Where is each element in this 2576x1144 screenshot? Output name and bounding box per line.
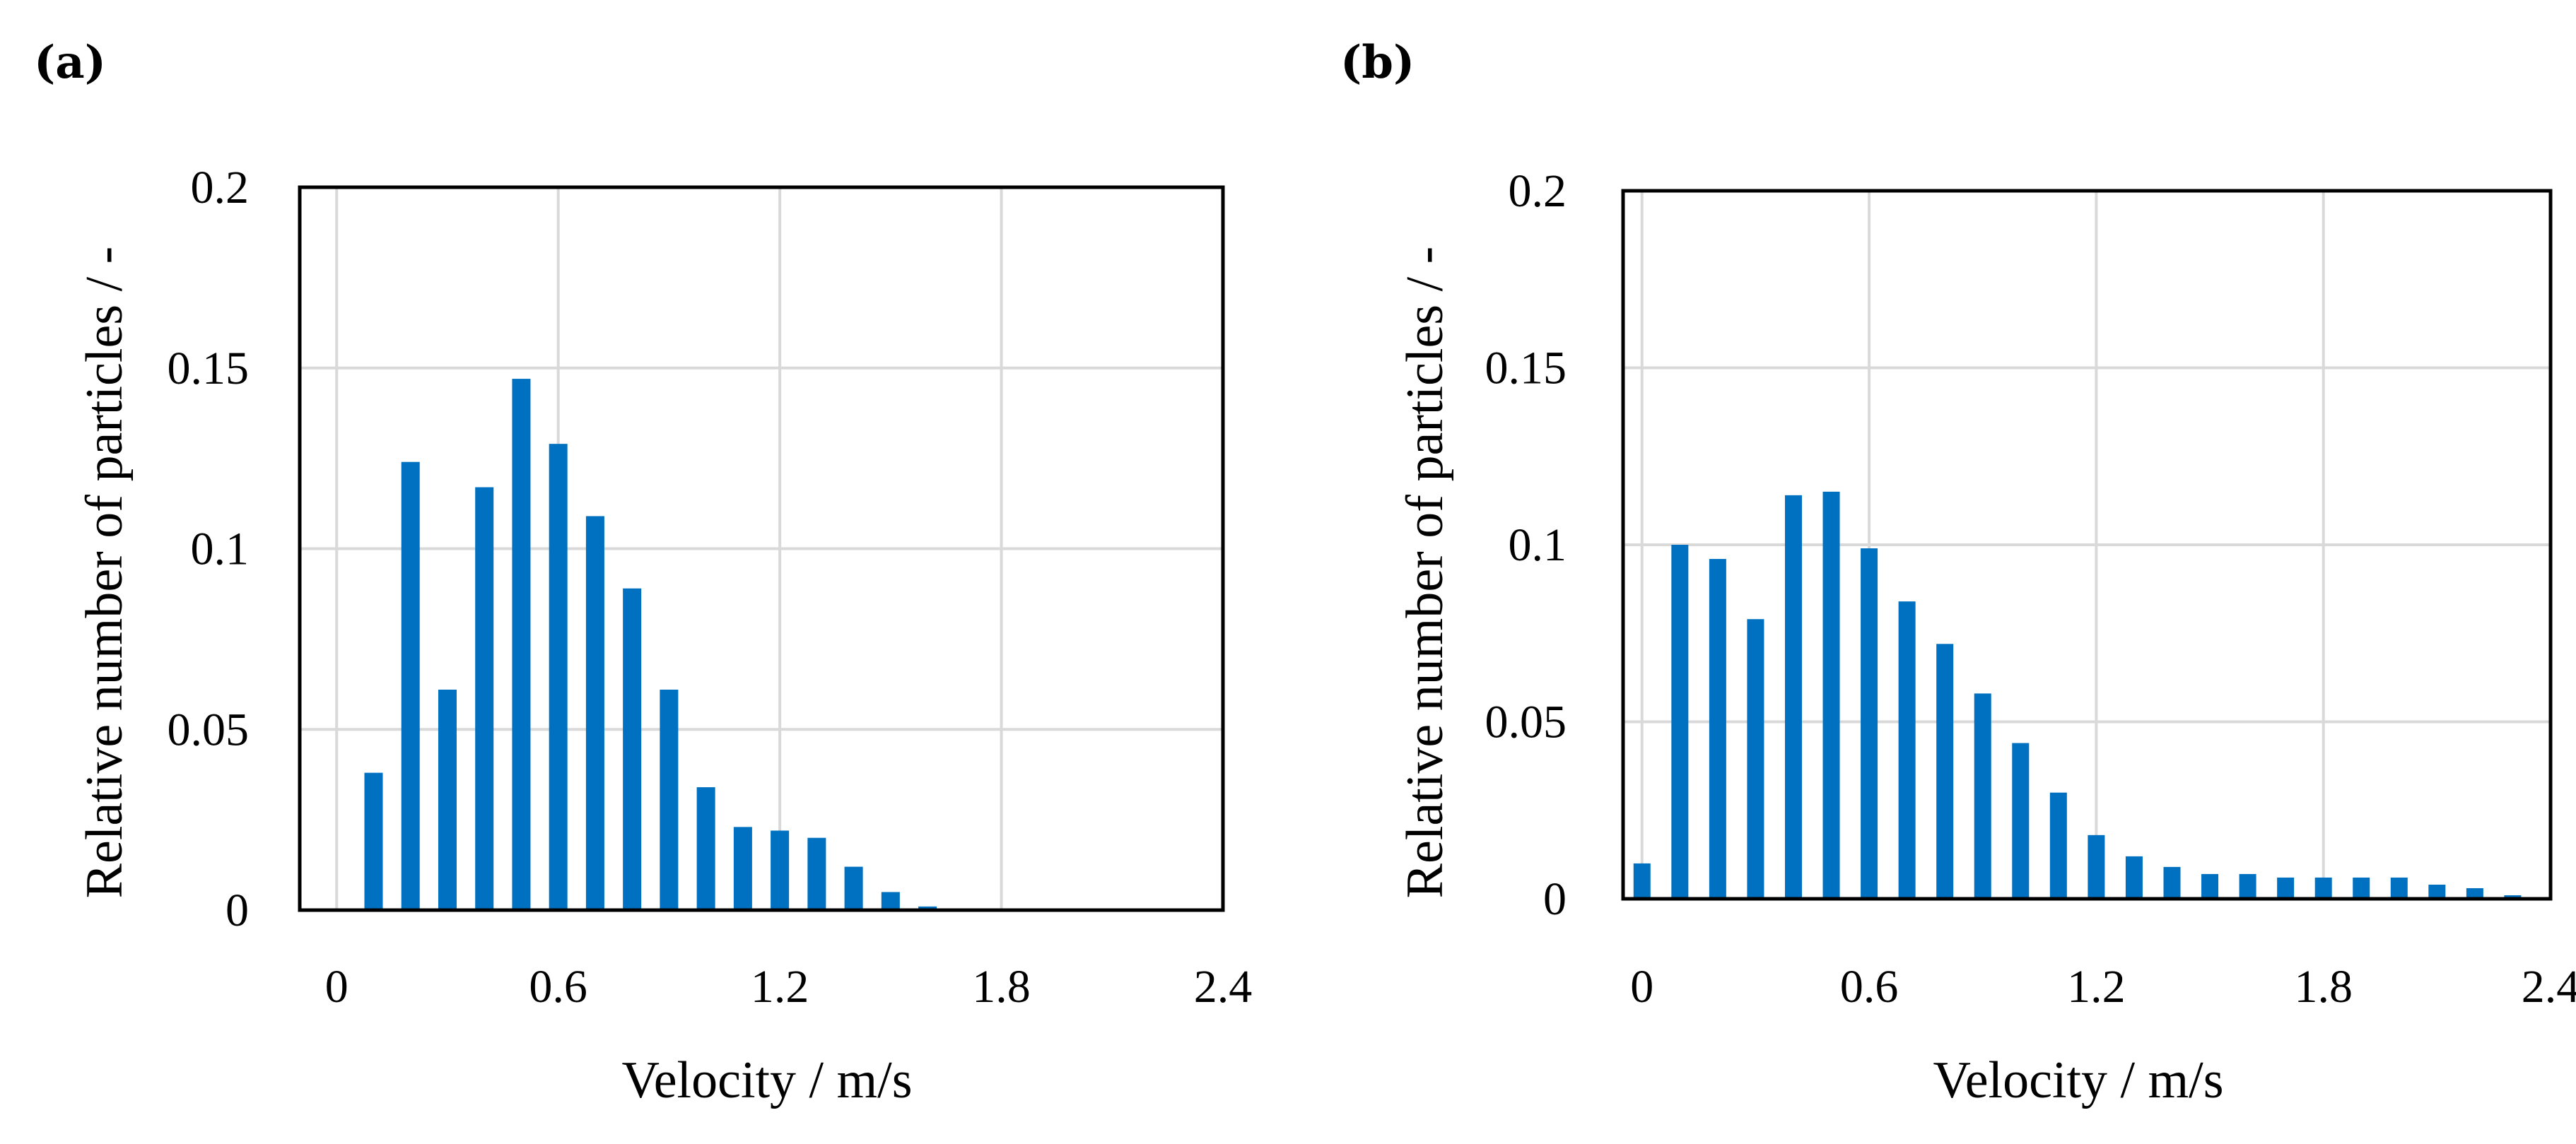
bar-b-0.1 <box>1671 545 1689 899</box>
y-axis-title-a: Relative number of particles / - <box>76 247 134 899</box>
y-tick-label: 0.2 <box>191 162 250 213</box>
bar-a-1.4 <box>844 866 863 910</box>
chart-a: (a) 0 0.05 0.1 0.15 0.2 0 0.6 1.2 1.8 2.4 Veloci… <box>34 36 1252 1109</box>
bar-b-1.6 <box>2239 873 2256 899</box>
y-tick-label: 0 <box>1543 873 1567 925</box>
y-tick-label: 0 <box>226 885 249 936</box>
bar-b-2.1 <box>2428 884 2446 899</box>
bar-b-0.4 <box>1784 495 1802 899</box>
bar-a-1.2 <box>771 830 790 910</box>
bar-b-0.3 <box>1747 619 1764 899</box>
y-tick-labels-a: 0 0.05 0.1 0.15 0.2 <box>168 162 250 936</box>
bar-b-1.4 <box>2163 866 2181 899</box>
x-tick-label: 0 <box>1630 961 1653 1013</box>
bar-b-2.3 <box>2504 895 2522 899</box>
bar-a-0.4 <box>475 487 494 910</box>
bar-a-0.6 <box>549 444 568 910</box>
bar-a-1.5 <box>881 892 900 910</box>
y-tick-label: 0.2 <box>1509 165 1567 217</box>
bar-b-1 <box>2012 743 2030 899</box>
bar-b-1.5 <box>2201 873 2219 899</box>
y-axis-title-b: Relative number of particles / - <box>1396 247 1454 899</box>
x-tick-labels-a: 0 0.6 1.2 1.8 2.4 <box>325 961 1253 1013</box>
bar-a-1.3 <box>807 837 826 910</box>
bar-a-1 <box>696 787 715 910</box>
chart-b: (b) 0 0.05 0.1 0.15 0.2 0 0.6 1.2 1.8 2.4 Veloci… <box>1340 36 2576 1109</box>
bar-b-1.7 <box>2277 877 2295 899</box>
plot-frame-a <box>298 185 1225 912</box>
bar-a-0.2 <box>401 461 420 910</box>
bar-a-1.6 <box>918 906 937 910</box>
bar-b-1.8 <box>2314 877 2332 899</box>
bar-b-2 <box>2390 877 2408 899</box>
y-tick-labels-b: 0 0.05 0.1 0.15 0.2 <box>1485 165 1567 925</box>
bar-a-0.8 <box>623 588 642 910</box>
x-tick-label: 1.8 <box>972 961 1031 1013</box>
bar-b-0.2 <box>1709 559 1726 899</box>
bar-b-0.7 <box>1898 601 1916 899</box>
bar-a-1.1 <box>733 827 752 910</box>
bar-a-0.5 <box>512 379 531 910</box>
bar-a-0.1 <box>364 772 383 910</box>
bar-b-2.2 <box>2466 888 2483 899</box>
x-axis-title-a: Velocity / m/s <box>621 1051 912 1109</box>
bar-b-0.9 <box>1974 693 1991 899</box>
x-axis-title-b: Velocity / m/s <box>1933 1051 2223 1109</box>
x-tick-label: 1.2 <box>2067 961 2126 1013</box>
bar-b-0.8 <box>1936 644 1954 899</box>
bar-b-1.1 <box>2049 792 2067 899</box>
x-tick-label: 2.4 <box>1194 961 1253 1013</box>
x-tick-label: 0.6 <box>1840 961 1899 1013</box>
x-tick-labels-b: 0 0.6 1.2 1.8 2.4 <box>1630 961 2576 1013</box>
bar-a-0.7 <box>585 516 604 910</box>
x-tick-label: 1.2 <box>751 961 809 1013</box>
x-tick-label: 0.6 <box>529 961 587 1013</box>
x-tick-label: 0 <box>325 961 349 1013</box>
bar-a-0.3 <box>438 689 457 910</box>
bars-b <box>1633 491 2522 899</box>
bar-b-1.2 <box>2088 835 2105 899</box>
bars-a <box>364 379 937 910</box>
y-tick-label: 0.05 <box>1485 697 1567 748</box>
y-tick-label: 0.15 <box>1485 343 1567 394</box>
grid-a <box>300 187 1223 910</box>
bar-b-0.6 <box>1861 548 1878 899</box>
bar-b-0.5 <box>1822 491 1840 899</box>
bar-b-1.9 <box>2353 877 2370 899</box>
x-tick-label: 2.4 <box>2522 961 2576 1013</box>
y-tick-label: 0.1 <box>191 524 250 575</box>
bar-b-0 <box>1633 863 1651 899</box>
y-tick-label: 0.15 <box>168 343 250 394</box>
x-tick-label: 1.8 <box>2294 961 2353 1013</box>
panel-label-a: (a) <box>34 36 106 89</box>
bar-b-1.3 <box>2125 856 2143 899</box>
y-tick-label: 0.05 <box>168 704 250 755</box>
panel-label-b: (b) <box>1340 36 1415 89</box>
y-tick-label: 0.1 <box>1509 519 1567 571</box>
bar-a-0.9 <box>660 689 679 910</box>
plot-frame-b <box>1621 189 2553 901</box>
